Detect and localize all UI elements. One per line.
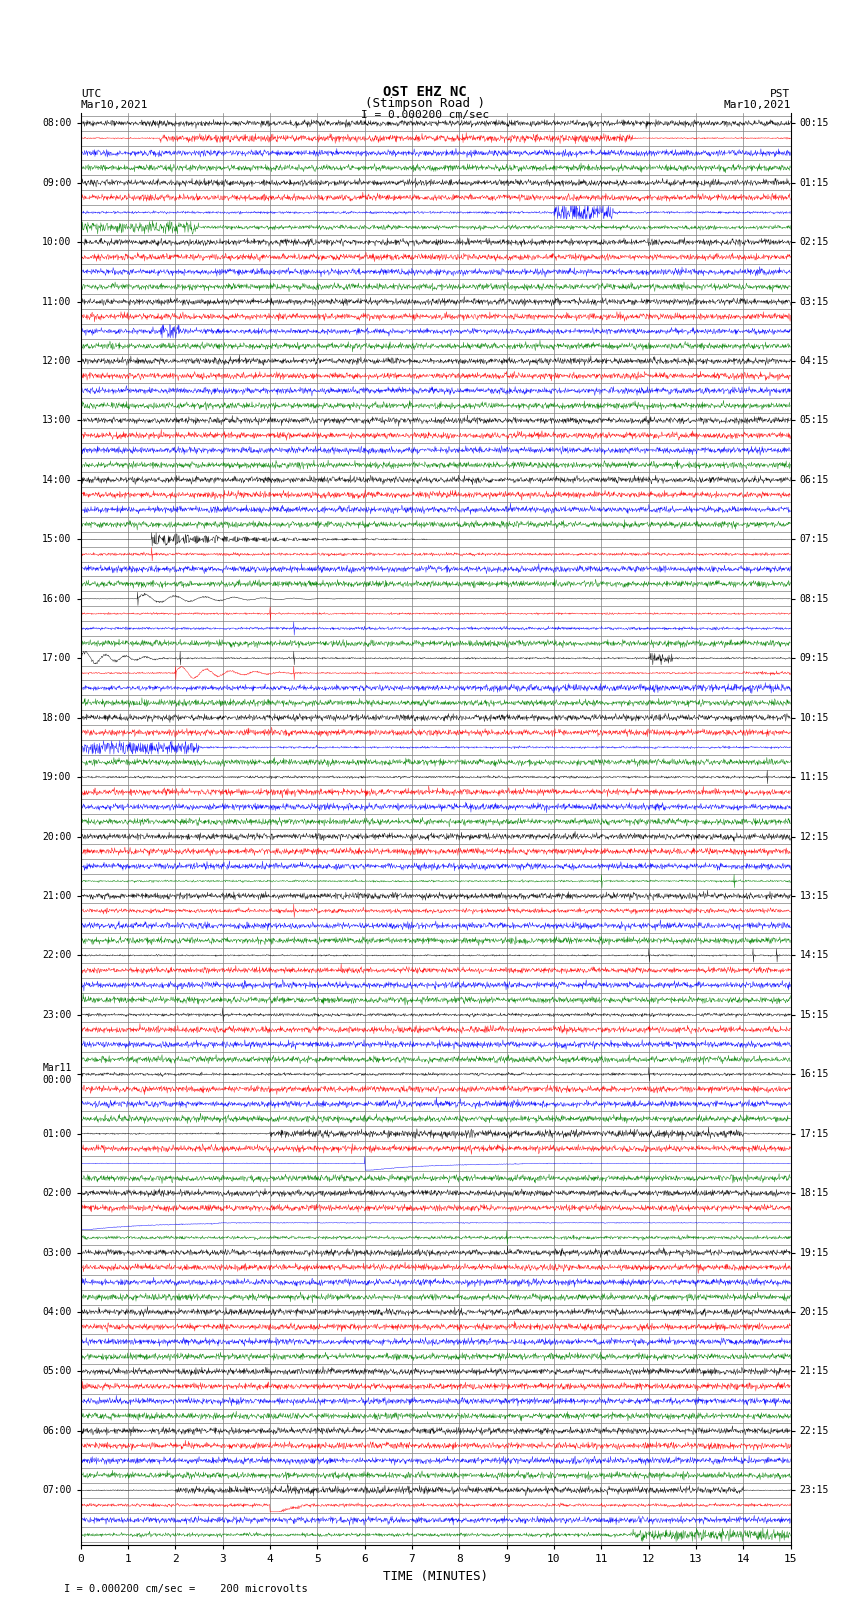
Text: (Stimpson Road ): (Stimpson Road ) xyxy=(365,97,485,110)
Text: OST EHZ NC: OST EHZ NC xyxy=(383,85,467,100)
Text: PST: PST xyxy=(770,89,790,100)
Text: Mar10,2021: Mar10,2021 xyxy=(81,100,148,110)
Text: UTC: UTC xyxy=(81,89,101,100)
Text: I = 0.000200 cm/sec: I = 0.000200 cm/sec xyxy=(361,110,489,121)
Text: Mar10,2021: Mar10,2021 xyxy=(723,100,791,110)
Text: I = 0.000200 cm/sec =    200 microvolts: I = 0.000200 cm/sec = 200 microvolts xyxy=(64,1584,308,1594)
X-axis label: TIME (MINUTES): TIME (MINUTES) xyxy=(383,1569,488,1582)
